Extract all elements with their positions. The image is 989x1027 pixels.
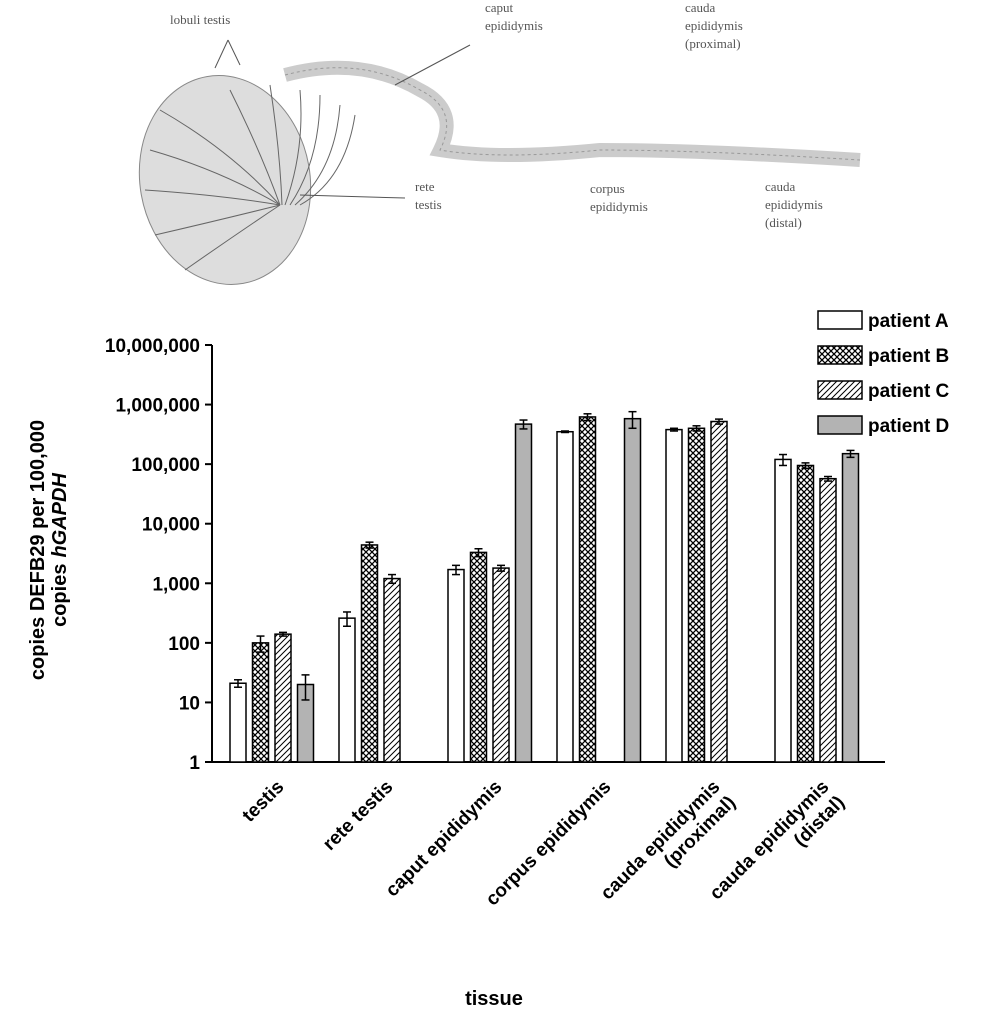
bar bbox=[843, 454, 859, 762]
y-axis-title: copies DEFB29 per 100,000 copies hGAPDH bbox=[27, 420, 71, 680]
x-tick-label-line: rete testis bbox=[319, 777, 397, 855]
diagram-label: epididymis bbox=[765, 197, 823, 212]
bar bbox=[516, 424, 532, 762]
x-tick-label: corpus epididymis bbox=[482, 777, 616, 911]
legend-swatch bbox=[818, 381, 862, 399]
y-tick-label: 1,000 bbox=[152, 574, 200, 595]
x-tick-label: rete testis bbox=[319, 777, 397, 855]
diagram-label: (proximal) bbox=[685, 36, 741, 51]
x-tick-label-line: caput epididymis bbox=[382, 777, 507, 902]
diagram-label: testis bbox=[415, 197, 442, 212]
diagram-label: cauda bbox=[685, 0, 716, 15]
bar bbox=[711, 421, 727, 762]
bar bbox=[230, 683, 246, 762]
diagram-label: cauda bbox=[765, 179, 796, 194]
bar bbox=[798, 465, 814, 762]
page: tissue copies DEFB29 per 100,000 copies h… bbox=[0, 0, 989, 1027]
x-tick-label-line: corpus epididymis bbox=[482, 777, 616, 911]
bar bbox=[775, 459, 791, 762]
bar bbox=[666, 430, 682, 762]
diagram-label: rete bbox=[415, 179, 435, 194]
anatomy-diagram bbox=[123, 40, 860, 298]
x-axis-title: tissue bbox=[465, 988, 523, 1010]
bar bbox=[557, 432, 573, 762]
y-tick-label: 10,000 bbox=[142, 515, 200, 536]
legend-label: patient B bbox=[868, 346, 949, 367]
bar bbox=[275, 634, 291, 762]
bar bbox=[339, 618, 355, 762]
error-bar bbox=[561, 431, 569, 432]
diagram-label: corpus bbox=[590, 181, 625, 196]
diagram-label: epididymis bbox=[590, 199, 648, 214]
legend-label: patient D bbox=[868, 416, 949, 437]
diagram-label: lobuli testis bbox=[170, 12, 230, 27]
y-tick-label: 1,000,000 bbox=[115, 396, 200, 417]
diagram-label: caput bbox=[485, 0, 514, 15]
bar bbox=[362, 545, 378, 762]
y-tick-label: 10,000,000 bbox=[105, 336, 200, 357]
x-tick-label: caput epididymis bbox=[382, 777, 507, 902]
x-tick-label-line: testis bbox=[238, 777, 288, 827]
bar bbox=[820, 479, 836, 762]
legend-swatch bbox=[818, 416, 862, 434]
y-axis-title-part: hGAPDH bbox=[49, 473, 71, 558]
legend-swatch bbox=[818, 346, 862, 364]
bar bbox=[580, 417, 596, 762]
bar bbox=[493, 568, 509, 762]
y-axis-title-part: copies bbox=[49, 564, 71, 627]
bar bbox=[253, 643, 269, 762]
diagram-label: epididymis bbox=[685, 18, 743, 33]
legend-label: patient A bbox=[868, 311, 949, 332]
y-tick-label: 10 bbox=[179, 693, 200, 714]
y-tick-label: 1 bbox=[189, 753, 200, 774]
legend-swatch bbox=[818, 311, 862, 329]
y-axis-title-line: copies DEFB29 per 100,000 bbox=[27, 420, 49, 680]
y-tick-label: 100 bbox=[168, 634, 200, 655]
legend-label: patient C bbox=[868, 381, 950, 402]
bar bbox=[471, 552, 487, 762]
y-axis-title-line: copies hGAPDH bbox=[49, 473, 71, 627]
diagram-label: epididymis bbox=[485, 18, 543, 33]
x-tick-label: testis bbox=[238, 777, 288, 827]
diagram-label: (distal) bbox=[765, 215, 802, 230]
y-tick-label: 100,000 bbox=[131, 455, 200, 476]
bar bbox=[384, 579, 400, 762]
bar bbox=[625, 419, 641, 762]
bar bbox=[689, 428, 705, 762]
bar bbox=[448, 570, 464, 762]
